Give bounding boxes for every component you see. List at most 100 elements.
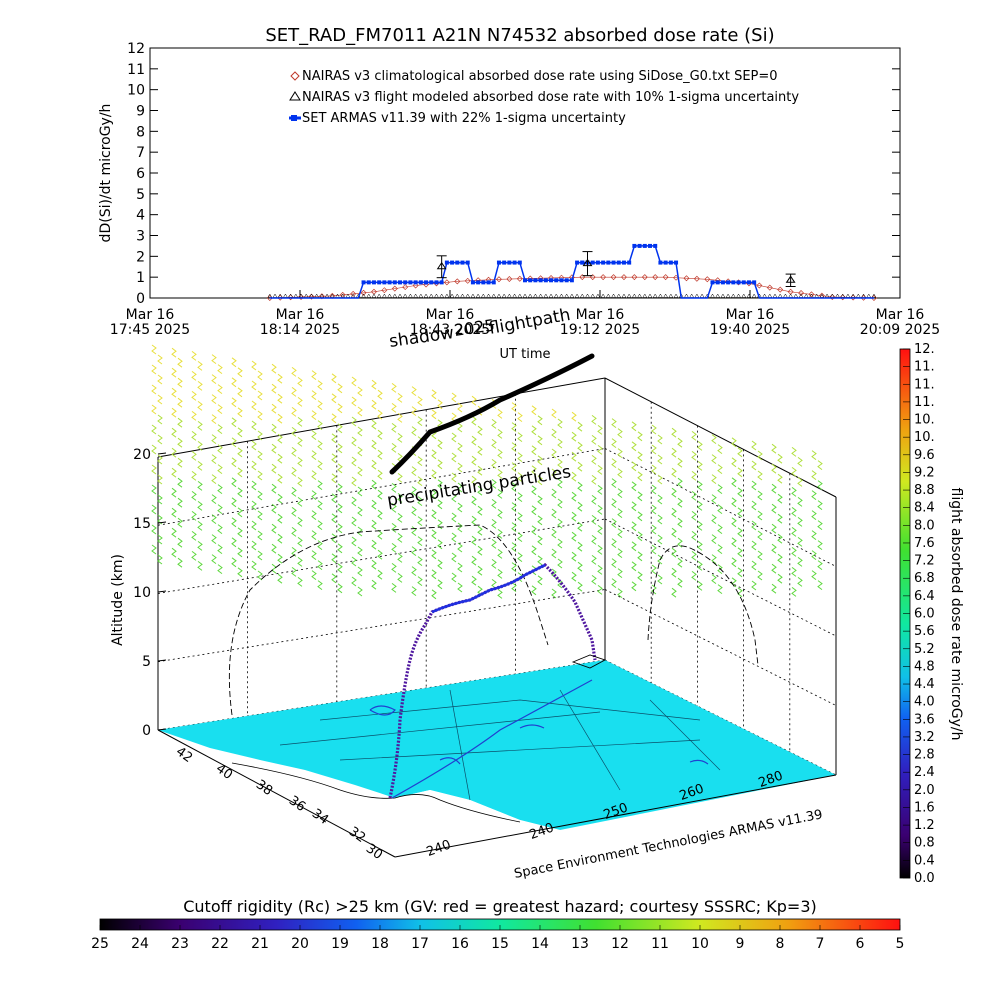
particle-dash	[217, 404, 223, 414]
nairas-flight-baseline-point	[772, 293, 778, 298]
nairas-flight-baseline-point	[491, 293, 497, 298]
particle-dash	[337, 443, 343, 454]
particle-dash	[477, 565, 483, 576]
particle-dash	[791, 587, 797, 597]
armas-point	[507, 260, 512, 265]
particle-dash	[491, 499, 497, 509]
particle-dash	[497, 569, 503, 579]
particle-dash	[757, 490, 763, 501]
particle-dash	[391, 503, 397, 513]
particle-dash	[417, 396, 423, 406]
cutoff-rigidity-colorbar-tick-label: 24	[131, 936, 149, 952]
dose-rate-colorbar-tick-label: 9.2	[914, 465, 935, 480]
nairas-climatological-point	[808, 291, 815, 298]
legend-label: NAIRAS v3 climatological absorbed dose r…	[302, 69, 778, 84]
armas-point	[382, 280, 387, 285]
particle-dash	[757, 450, 763, 461]
cutoff-rigidity-colorbar: Cutoff rigidity (Rc) >25 km (GV: red = g…	[91, 897, 904, 952]
particle-dash	[211, 514, 217, 524]
particle-dash	[671, 487, 677, 498]
nairas-flight-baseline-point	[381, 293, 387, 298]
particle-dash	[531, 525, 537, 536]
particle-dash	[737, 567, 743, 578]
particle-dash	[551, 528, 557, 539]
particle-dash	[311, 410, 317, 420]
particle-dash	[431, 529, 437, 540]
nairas-flight-baseline-point	[637, 293, 643, 298]
particle-dash	[777, 553, 783, 564]
particle-dash	[517, 512, 523, 522]
particle-dash	[771, 503, 777, 514]
legend: NAIRAS v3 climatological absorbed dose r…	[289, 69, 799, 126]
particle-dash	[531, 425, 537, 436]
particle-dash	[311, 530, 317, 540]
particle-dash	[577, 481, 583, 492]
armas-point	[668, 260, 673, 265]
particle-dash	[291, 407, 297, 417]
particle-dash	[151, 424, 157, 435]
nairas-flight-baseline-point	[486, 293, 491, 298]
particle-dash	[371, 479, 377, 490]
particle-dash	[377, 449, 383, 460]
particle-dash	[611, 478, 617, 488]
legend-label: NAIRAS v3 flight modeled absorbed dose r…	[302, 90, 799, 105]
particle-dash	[351, 516, 357, 527]
particle-dash	[651, 504, 657, 515]
particle-dash	[297, 477, 303, 487]
nairas-flight-baseline-point	[532, 293, 538, 298]
armas-point	[653, 243, 658, 248]
particle-dash	[597, 485, 603, 495]
particle-dash	[437, 559, 443, 570]
armas-point	[455, 260, 460, 265]
particle-dash	[337, 503, 343, 514]
particle-dash	[411, 506, 417, 516]
particle-dash	[451, 452, 457, 463]
particle-dash	[351, 396, 357, 407]
particle-dash	[777, 573, 783, 584]
nairas-climatological-point	[704, 276, 711, 283]
particle-dash	[591, 455, 597, 465]
destination-marker	[571, 654, 607, 669]
particle-dash	[457, 542, 463, 553]
nairas-climatological-point	[631, 274, 638, 281]
wall-grid-line	[604, 659, 837, 776]
particle-dash	[197, 361, 203, 371]
armas-point	[476, 280, 481, 285]
particle-dash	[717, 464, 723, 474]
particle-dash	[357, 586, 363, 597]
cutoff-rigidity-colorbar-tick-label: 20	[291, 936, 309, 952]
particle-dash	[631, 581, 637, 592]
particle-dash	[217, 544, 223, 554]
particle-dash	[397, 393, 403, 403]
particle-dash	[331, 553, 337, 564]
particle-dash	[291, 367, 297, 377]
particle-dash	[597, 505, 603, 515]
cutoff-rigidity-colorbar-tick-label: 25	[91, 936, 109, 952]
y-tick-label: 9	[136, 104, 145, 120]
cutoff-rigidity-colorbar-tick-label: 15	[491, 936, 509, 952]
particle-dash	[397, 553, 403, 563]
particle-dash	[417, 556, 423, 566]
nairas-flight-baseline-point	[663, 293, 669, 298]
particle-dash	[771, 463, 777, 474]
particle-dash	[511, 582, 517, 592]
particle-dash	[311, 550, 317, 560]
particle-dash	[397, 473, 403, 483]
particle-dash	[391, 423, 397, 433]
particle-dash	[351, 536, 357, 547]
particle-dash	[231, 557, 237, 568]
particle-dash	[631, 521, 637, 532]
y-tick-label: 5	[136, 187, 145, 203]
particle-dash	[511, 562, 517, 572]
nairas-climatological-point	[756, 282, 763, 289]
cutoff-rigidity-colorbar-tick-label: 5	[896, 936, 905, 952]
dose-rate-colorbar-tick-label: 7.6	[914, 536, 935, 551]
particle-dash	[577, 421, 583, 432]
particle-dash	[357, 406, 363, 417]
armas-point	[429, 280, 434, 285]
particle-dash	[557, 498, 563, 509]
dose-rate-colorbar-tick-label: 7.2	[914, 554, 935, 569]
particle-dash	[177, 477, 183, 488]
particle-dash	[191, 431, 197, 441]
